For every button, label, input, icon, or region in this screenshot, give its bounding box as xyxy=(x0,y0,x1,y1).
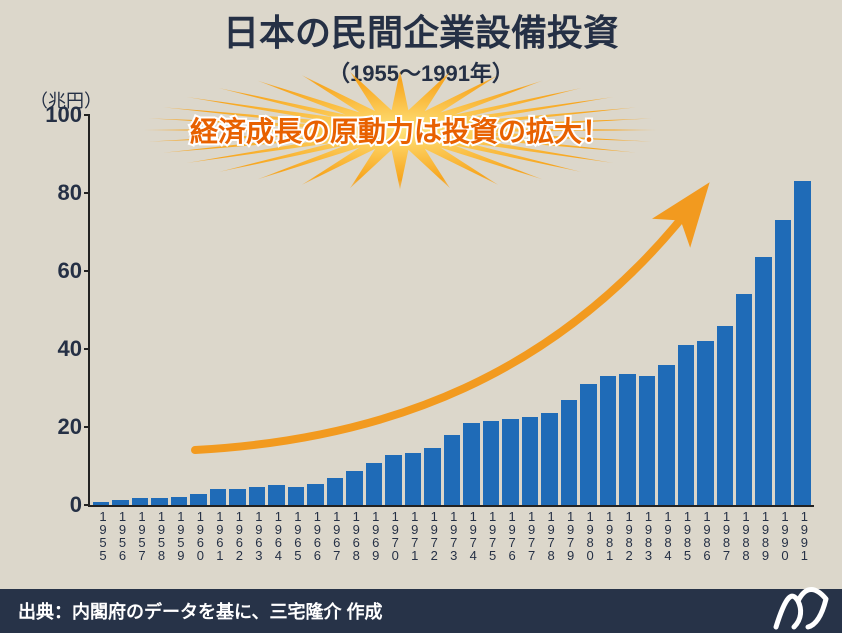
x-tick-label: 1983 xyxy=(639,505,655,561)
bar xyxy=(132,498,148,505)
bar xyxy=(580,384,596,505)
x-tick-label: 1990 xyxy=(775,505,791,561)
bar xyxy=(658,365,674,505)
bar xyxy=(483,421,499,505)
x-tick-label: 1987 xyxy=(717,505,733,561)
y-tick-label: 80 xyxy=(58,180,82,206)
bar xyxy=(794,181,810,505)
x-tick-label: 1960 xyxy=(190,505,206,561)
y-tick-mark xyxy=(84,504,90,506)
y-tick-label: 100 xyxy=(45,102,82,128)
bar xyxy=(600,376,616,505)
y-tick-mark xyxy=(84,426,90,428)
x-tick-label: 1979 xyxy=(561,505,577,561)
x-tick-label: 1989 xyxy=(755,505,771,561)
x-tick-label: 1978 xyxy=(541,505,557,561)
callout-text: 経済成長の原動力は投資の拡大！ xyxy=(150,110,650,150)
bar xyxy=(678,345,694,505)
bar xyxy=(697,341,713,505)
x-tick-label: 1969 xyxy=(366,505,382,561)
bar xyxy=(249,487,265,505)
bar xyxy=(717,326,733,505)
bar xyxy=(444,435,460,505)
bar xyxy=(307,484,323,505)
bar xyxy=(736,294,752,505)
bar xyxy=(541,413,557,505)
bar xyxy=(385,455,401,505)
y-tick-label: 0 xyxy=(70,492,82,518)
x-tick-label: 1985 xyxy=(678,505,694,561)
bar xyxy=(268,485,284,505)
bar xyxy=(229,489,245,505)
bar xyxy=(639,376,655,505)
y-tick-mark xyxy=(84,114,90,116)
bar xyxy=(366,463,382,505)
x-tick-label: 1974 xyxy=(463,505,479,561)
y-tick-label: 60 xyxy=(58,258,82,284)
x-tick-label: 1962 xyxy=(229,505,245,561)
x-tick-label: 1975 xyxy=(483,505,499,561)
bar xyxy=(522,417,538,505)
bar xyxy=(288,487,304,505)
bar xyxy=(151,498,167,505)
x-tick-label: 1956 xyxy=(112,505,128,561)
x-tick-label: 1963 xyxy=(249,505,265,561)
callout: 経済成長の原動力は投資の拡大！ xyxy=(150,110,650,150)
bar xyxy=(755,257,771,505)
bar xyxy=(210,489,226,505)
bar xyxy=(327,478,343,505)
source-text: 出典：内閣府のデータを基に、三宅隆介 作成 xyxy=(18,598,382,624)
bar xyxy=(463,423,479,505)
y-tick-mark xyxy=(84,348,90,350)
x-tick-label: 1971 xyxy=(405,505,421,561)
y-tick-label: 40 xyxy=(58,336,82,362)
x-tick-label: 1970 xyxy=(385,505,401,561)
chart-title: 日本の民間企業設備投資 xyxy=(0,12,842,53)
x-tick-label: 1972 xyxy=(424,505,440,561)
bar xyxy=(502,419,518,505)
bar xyxy=(171,497,187,505)
x-tick-label: 1967 xyxy=(327,505,343,561)
x-tick-label: 1968 xyxy=(346,505,362,561)
bar xyxy=(561,400,577,505)
x-tick-label: 1973 xyxy=(444,505,460,561)
bar xyxy=(405,453,421,505)
bar xyxy=(619,374,635,505)
x-tick-label: 1976 xyxy=(502,505,518,561)
x-tick-label: 1986 xyxy=(697,505,713,561)
x-tick-label: 1958 xyxy=(151,505,167,561)
bar xyxy=(775,220,791,505)
x-tick-label: 1991 xyxy=(794,505,810,561)
x-tick-label: 1964 xyxy=(268,505,284,561)
x-tick-label: 1959 xyxy=(171,505,187,561)
y-tick-label: 20 xyxy=(58,414,82,440)
y-tick-mark xyxy=(84,270,90,272)
x-tick-label: 1984 xyxy=(658,505,674,561)
x-tick-label: 1982 xyxy=(619,505,635,561)
source-footer: 出典：内閣府のデータを基に、三宅隆介 作成 xyxy=(0,589,842,633)
bar xyxy=(190,494,206,505)
x-tick-label: 1957 xyxy=(132,505,148,561)
x-tick-label: 1965 xyxy=(288,505,304,561)
x-tick-label: 1981 xyxy=(600,505,616,561)
x-tick-label: 1961 xyxy=(210,505,226,561)
x-tick-label: 1966 xyxy=(307,505,323,561)
x-labels-container: 1955195619571958195919601961196219631964… xyxy=(90,505,814,561)
x-tick-label: 1988 xyxy=(736,505,752,561)
x-tick-label: 1955 xyxy=(93,505,109,561)
y-tick-mark xyxy=(84,192,90,194)
bar xyxy=(346,471,362,505)
x-tick-label: 1980 xyxy=(580,505,596,561)
x-tick-label: 1977 xyxy=(522,505,538,561)
logo-icon xyxy=(772,585,830,631)
bar xyxy=(424,448,440,505)
